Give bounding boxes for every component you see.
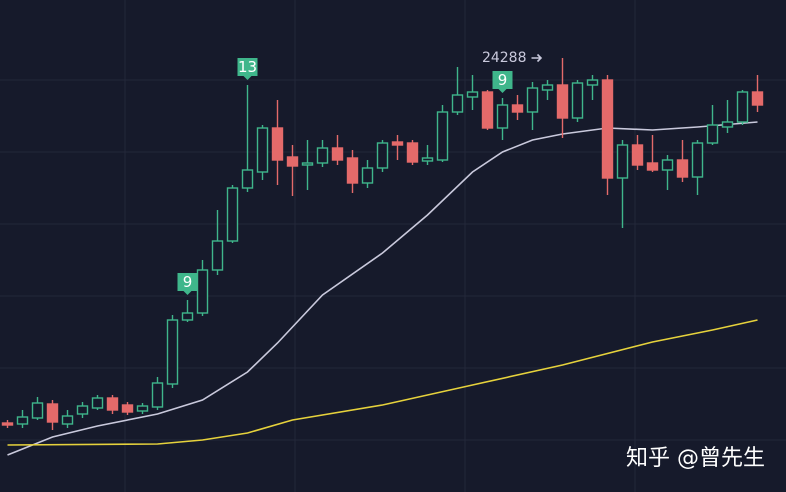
candle-body xyxy=(571,82,584,119)
candle-body xyxy=(526,87,539,113)
candle-body xyxy=(316,147,329,164)
candle-body xyxy=(646,162,659,171)
candle-body xyxy=(286,156,299,167)
candle-body xyxy=(1,422,14,426)
moving-average xyxy=(7,121,758,456)
candle-body xyxy=(481,91,494,129)
candle-body xyxy=(406,142,419,163)
badge xyxy=(177,273,198,295)
high-arrow xyxy=(531,53,543,63)
candle-body xyxy=(631,144,644,166)
candle-body xyxy=(331,147,344,161)
badge-label: 9 xyxy=(498,71,508,89)
candle-body xyxy=(16,416,29,425)
candle-body xyxy=(121,404,134,413)
candle-body xyxy=(31,402,44,419)
candle-body xyxy=(706,124,719,144)
candle-body xyxy=(271,127,284,161)
candle-body xyxy=(466,91,479,98)
candle-body xyxy=(511,104,524,113)
candle-body xyxy=(91,397,104,409)
candle-body xyxy=(676,159,689,178)
candle-body xyxy=(46,403,59,423)
candle-body xyxy=(721,121,734,128)
candle-body xyxy=(76,405,89,415)
badge xyxy=(492,71,513,93)
candle-body xyxy=(241,169,254,189)
candle-body xyxy=(661,159,674,171)
watermark: 知乎 @曾先生 xyxy=(626,446,765,471)
candle-body xyxy=(361,167,374,184)
candle-body xyxy=(196,269,209,314)
candle-body xyxy=(496,104,509,129)
candle-body xyxy=(691,142,704,178)
candle-body xyxy=(421,157,434,162)
candle-body xyxy=(211,240,224,271)
candle-body xyxy=(346,157,359,184)
candle-body xyxy=(451,94,464,113)
candle-body xyxy=(256,127,269,173)
candle-body xyxy=(166,319,179,385)
candle-body xyxy=(61,415,74,425)
candle-body xyxy=(586,79,599,86)
moving-average xyxy=(7,319,758,446)
candle-body xyxy=(391,141,404,146)
candle-body xyxy=(226,187,239,242)
badge-label: 9 xyxy=(183,273,193,291)
high-label: 24288 xyxy=(482,50,527,66)
candle-body xyxy=(616,144,629,179)
badge-label: 13 xyxy=(238,58,257,76)
candle-body xyxy=(301,162,314,166)
candle-body xyxy=(181,312,194,321)
candle-body xyxy=(151,382,164,408)
candle-body xyxy=(436,111,449,161)
candle-body xyxy=(106,397,119,411)
candle-body xyxy=(556,84,569,119)
candle-body xyxy=(541,84,554,91)
candle-body xyxy=(751,91,764,106)
candle-body xyxy=(601,79,614,179)
candle-body xyxy=(736,91,749,123)
candle-body xyxy=(136,405,149,412)
badge xyxy=(237,58,258,80)
candle-body xyxy=(376,142,389,169)
